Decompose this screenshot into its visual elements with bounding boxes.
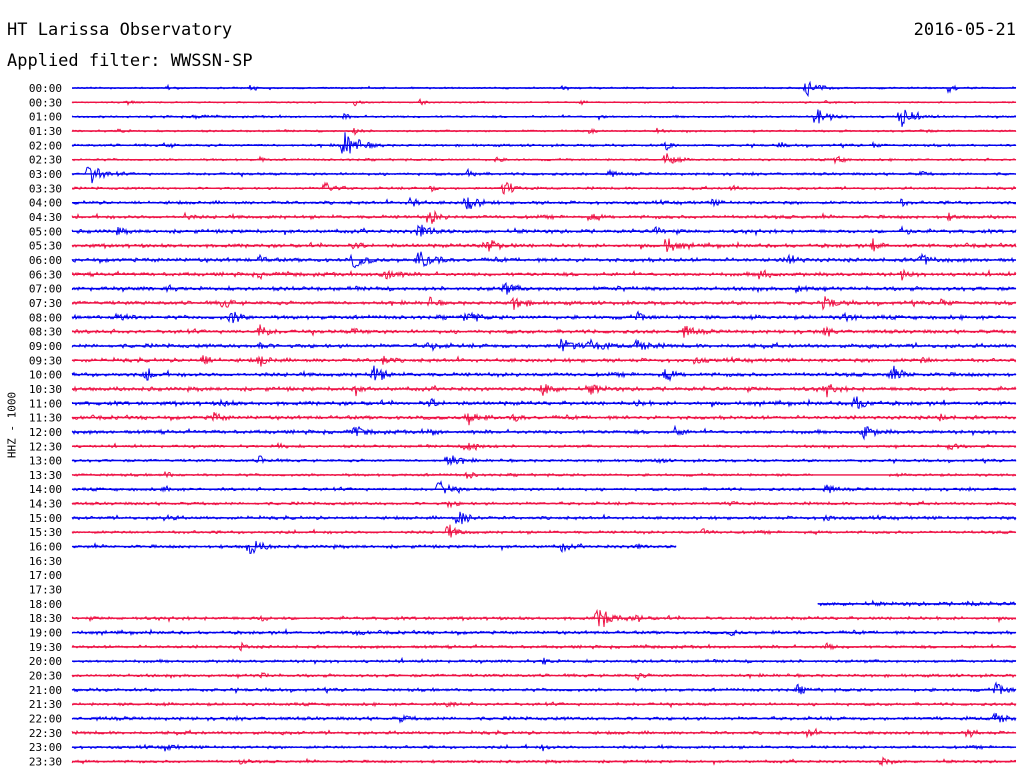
time-tick-label: 07:30 xyxy=(29,297,62,310)
time-tick-label: 09:00 xyxy=(29,340,62,353)
seismogram-trace xyxy=(71,268,1017,281)
time-tick-label: 15:00 xyxy=(29,512,62,525)
time-tick-label: 08:30 xyxy=(29,326,62,339)
time-tick-label: 07:00 xyxy=(29,283,62,296)
time-tick-label: 19:30 xyxy=(29,641,62,654)
time-tick-label: 17:00 xyxy=(29,569,62,582)
seismogram-trace xyxy=(71,209,1017,224)
time-tick-label: 06:00 xyxy=(29,254,62,267)
time-tick-label: 16:00 xyxy=(29,541,62,554)
time-tick-label: 00:00 xyxy=(29,82,62,95)
seismogram-trace xyxy=(71,524,1017,538)
seismogram-trace xyxy=(71,743,1017,752)
time-tick-label: 09:30 xyxy=(29,354,62,367)
time-tick-label: 05:30 xyxy=(29,240,62,253)
seismogram-trace xyxy=(71,480,1017,495)
time-tick-label: 01:00 xyxy=(29,111,62,124)
time-tick-label: 22:00 xyxy=(29,713,62,726)
station-title: HT Larissa Observatory xyxy=(7,20,233,40)
time-tick-label: 18:30 xyxy=(29,612,62,625)
seismogram-trace xyxy=(71,540,677,555)
time-tick-label: 17:30 xyxy=(29,584,62,597)
seismogram-trace xyxy=(71,412,1017,426)
seismogram-trace xyxy=(71,384,1017,398)
time-tick-label: 02:30 xyxy=(29,154,62,167)
seismogram-trace xyxy=(71,365,1017,382)
time-tick-label: 13:00 xyxy=(29,455,62,468)
seismogram-trace xyxy=(71,80,1017,98)
time-tick-label: 18:00 xyxy=(29,598,62,611)
time-tick-label: 05:00 xyxy=(29,225,62,238)
time-tick-label: 03:30 xyxy=(29,182,62,195)
seismogram-trace xyxy=(71,109,1017,127)
time-tick-label: 19:00 xyxy=(29,627,62,640)
time-tick-label: 11:30 xyxy=(29,412,62,425)
date-label: 2016-05-21 xyxy=(913,20,1016,40)
time-tick-label: 21:00 xyxy=(29,684,62,697)
time-tick-label: 08:00 xyxy=(29,311,62,324)
seismogram-trace xyxy=(71,153,1017,165)
time-tick-label: 13:30 xyxy=(29,469,62,482)
time-tick-label: 03:00 xyxy=(29,168,62,181)
time-tick-label: 15:30 xyxy=(29,526,62,539)
time-tick-label: 06:30 xyxy=(29,268,62,281)
seismogram-trace xyxy=(71,396,1017,409)
time-tick-label: 12:00 xyxy=(29,426,62,439)
time-tick-label: 10:00 xyxy=(29,369,62,382)
filter-label: Applied filter: WWSSN-SP xyxy=(7,51,253,71)
time-tick-label: 23:00 xyxy=(29,741,62,754)
time-tick-label: 20:30 xyxy=(29,670,62,683)
seismogram-trace xyxy=(71,166,1017,184)
time-tick-label: 23:30 xyxy=(29,756,62,769)
seismogram-trace xyxy=(71,712,1017,724)
seismogram-trace xyxy=(71,627,1017,637)
seismogram-trace xyxy=(71,455,1017,467)
time-tick-label: 12:30 xyxy=(29,440,62,453)
seismogram-trace xyxy=(71,338,1017,352)
time-tick-label: 11:00 xyxy=(29,397,62,410)
time-tick-label: 10:30 xyxy=(29,383,62,396)
time-tick-label: 04:00 xyxy=(29,197,62,210)
seismogram-trace xyxy=(71,681,1017,695)
seismogram-trace xyxy=(71,671,1017,682)
time-tick-label: 22:30 xyxy=(29,727,62,740)
time-tick-label: 14:30 xyxy=(29,498,62,511)
time-tick-label: 00:30 xyxy=(29,96,62,109)
seismogram-trace xyxy=(71,132,1017,154)
time-tick-label: 01:30 xyxy=(29,125,62,138)
time-tick-label: 21:30 xyxy=(29,698,62,711)
time-tick-label: 02:00 xyxy=(29,139,62,152)
time-tick-label: 14:00 xyxy=(29,483,62,496)
time-tick-label: 04:30 xyxy=(29,211,62,224)
trace-group xyxy=(71,80,1017,767)
time-tick-label: 20:00 xyxy=(29,655,62,668)
time-tick-label: 16:30 xyxy=(29,555,62,568)
